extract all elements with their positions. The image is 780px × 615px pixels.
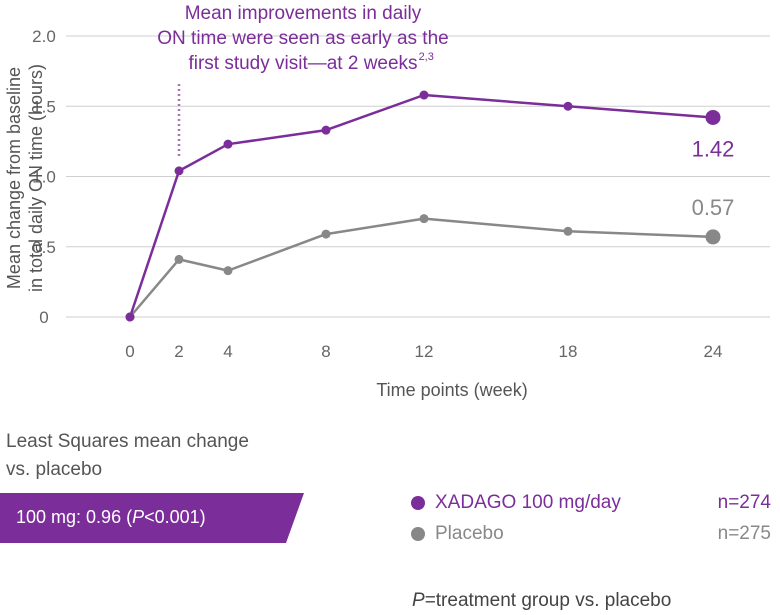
banner-prefix: 100 mg: 0.96 ( [16,507,133,527]
data-point-xadago-6 [705,109,721,125]
data-point-placebo-5 [563,226,573,236]
data-point-xadago-0 [125,312,135,322]
x-tick-label-5: 18 [559,342,578,361]
annotation: Mean improvements in daily ON time were s… [157,3,449,157]
end-label-placebo: 0.57 [692,195,735,220]
legend-marker-xadago [411,496,425,510]
data-point-placebo-1 [174,254,184,264]
data-point-placebo-6 [705,229,721,245]
least-squares-title-line2: vs. placebo [6,459,103,480]
y-axis-title-line1: Mean change from baseline [4,67,24,289]
y-axis-title-line2: in total daily ON time (hours) [26,64,46,292]
series-line-xadago [128,93,714,318]
x-tick-label-1: 2 [174,342,183,361]
data-point-xadago-2 [223,139,233,149]
y-tick-label-2: 1.0 [32,168,56,187]
data-point-placebo-4 [419,214,429,224]
x-tick-label-4: 12 [415,342,434,361]
y-tick-label-0: 0 [39,308,48,327]
x-tick-label-2: 4 [223,342,232,361]
line-chart: 00.51.01.52.0 0 2 4 8 12 18 24 Mean improvemen… [4,3,770,400]
data-point-xadago-1 [174,166,184,176]
banner-suffix: <0.001) [144,507,206,527]
least-squares-title-line1: Least Squares mean change [6,431,249,452]
x-tick-label-3: 8 [321,342,330,361]
legend-marker-placebo [411,527,425,541]
x-tick-label-0: 0 [125,342,134,361]
legend-n-placebo: n=275 [717,523,771,544]
legend-label-xadago: XADAGO 100 mg/day [435,492,621,513]
annotation-line-1: Mean improvements in daily [185,3,422,24]
annotation-line-2: ON time were seen as early as the [157,28,448,49]
series-points [125,90,721,322]
x-axis-title: Time points (week) [376,380,527,400]
footnote: P=treatment group vs. placebo [412,590,671,612]
footnote-text: =treatment group vs. placebo [424,590,672,611]
banner-p-symbol: P [132,507,145,527]
legend-n-xadago: n=274 [717,492,771,513]
y-tick-label-4: 2.0 [32,27,56,46]
gridlines [66,35,770,318]
series-lines [128,93,714,318]
legend-label-placebo: Placebo [435,523,504,544]
data-point-xadago-5 [563,101,573,111]
data-point-placebo-3 [321,229,331,239]
annotation-superscript: 2,3 [419,51,434,63]
data-point-placebo-2 [223,266,233,276]
data-point-xadago-4 [419,90,429,100]
data-point-xadago-3 [321,125,331,135]
footnote-p-symbol: P [412,590,425,611]
x-tick-label-6: 24 [704,342,723,361]
end-labels: 1.42 0.57 [692,136,735,219]
annotation-line-3: first study visit—at 2 weeks [188,53,417,74]
x-axis-ticks: 0 2 4 8 12 18 24 [125,342,722,361]
least-squares-title: Least Squares mean change vs. placebo [6,428,306,484]
series-line-placebo [129,217,714,318]
banner-shape [0,493,304,543]
y-axis-ticks: 0 0.5 1.0 1.5 2.0 [32,27,56,327]
legend-item-placebo: Placebo n=275 [411,522,771,548]
legend-item-xadago: XADAGO 100 mg/day n=274 [411,491,771,517]
end-label-xadago: 1.42 [692,136,735,161]
y-tick-label-1: 0.5 [32,238,56,257]
y-axis-title: Mean change from baseline in total daily… [4,64,46,292]
least-squares-banner-text: 100 mg: 0.96 (P<0.001) [16,507,206,528]
least-squares-banner: 100 mg: 0.96 (P<0.001) [0,493,304,543]
y-tick-label-3: 1.5 [32,97,56,116]
